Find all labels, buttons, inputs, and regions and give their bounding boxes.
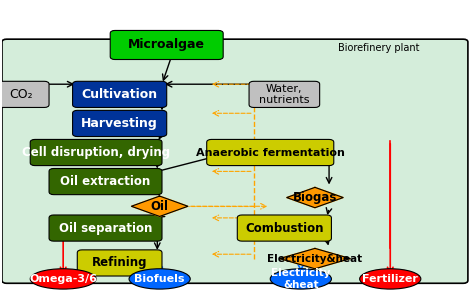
Text: CO₂: CO₂	[9, 88, 33, 101]
Text: Water,
nutrients: Water, nutrients	[259, 83, 310, 105]
Text: Oil extraction: Oil extraction	[60, 175, 151, 188]
FancyBboxPatch shape	[30, 139, 162, 166]
Polygon shape	[280, 248, 350, 269]
Text: Cultivation: Cultivation	[82, 88, 158, 101]
Text: Oil: Oil	[151, 200, 169, 213]
FancyBboxPatch shape	[207, 139, 334, 166]
Text: Fertilizer: Fertilizer	[362, 274, 418, 284]
FancyBboxPatch shape	[77, 250, 162, 276]
FancyBboxPatch shape	[237, 215, 331, 241]
Polygon shape	[287, 187, 343, 208]
Ellipse shape	[360, 269, 421, 289]
Text: Cell disruption, drying: Cell disruption, drying	[22, 146, 170, 159]
FancyBboxPatch shape	[2, 39, 468, 283]
Ellipse shape	[129, 269, 190, 289]
Text: Biofuels: Biofuels	[135, 274, 185, 284]
FancyBboxPatch shape	[49, 168, 162, 195]
FancyBboxPatch shape	[0, 81, 49, 108]
FancyBboxPatch shape	[110, 31, 223, 59]
Polygon shape	[131, 196, 188, 216]
Text: Microalgae: Microalgae	[128, 39, 205, 51]
FancyBboxPatch shape	[249, 81, 319, 108]
Text: Refining: Refining	[92, 256, 147, 269]
Text: Biogas: Biogas	[293, 191, 337, 204]
Text: Combustion: Combustion	[245, 222, 324, 235]
Text: Biorefinery plant: Biorefinery plant	[338, 43, 419, 53]
Text: Oil separation: Oil separation	[59, 222, 152, 235]
Text: Electricity&heat: Electricity&heat	[267, 254, 363, 264]
FancyBboxPatch shape	[49, 215, 162, 241]
FancyBboxPatch shape	[73, 110, 167, 136]
Ellipse shape	[270, 269, 331, 289]
FancyBboxPatch shape	[73, 81, 167, 108]
Text: Electricity
&heat: Electricity &heat	[271, 268, 330, 290]
Text: Harvesting: Harvesting	[81, 117, 158, 130]
Ellipse shape	[30, 269, 96, 289]
Text: Omega-3/6: Omega-3/6	[29, 274, 97, 284]
Text: Anaerobic fermentation: Anaerobic fermentation	[196, 148, 345, 158]
